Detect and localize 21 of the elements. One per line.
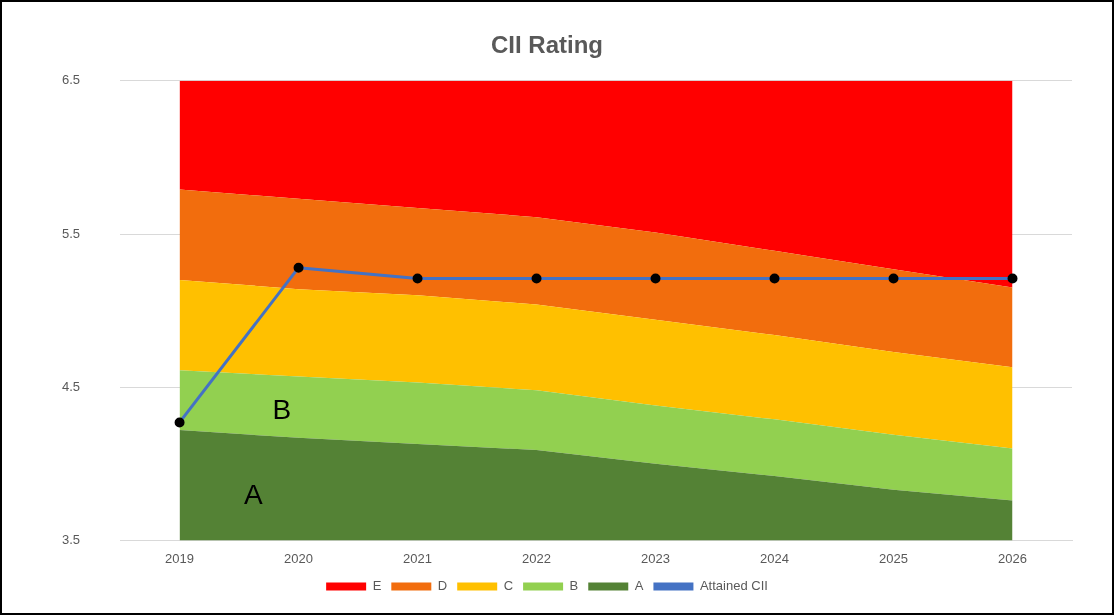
x-tick-label: 2024	[760, 550, 789, 566]
legend-label: C	[503, 578, 514, 594]
legend-label: D	[437, 578, 448, 594]
legend-label: E	[372, 578, 382, 594]
legend-label: Attained CII	[699, 578, 768, 594]
chart-title: CII Rating	[491, 31, 603, 59]
x-tick-label: 2021	[403, 550, 433, 566]
annotation: B	[272, 394, 292, 426]
y-tick-label: 6.5	[61, 72, 81, 88]
x-tick-label: 2023	[641, 550, 670, 566]
y-tick-label: 3.5	[61, 531, 81, 547]
legend-label: B	[569, 578, 579, 594]
x-tick-label: 2019	[165, 550, 195, 566]
x-tick-label: 2025	[879, 550, 908, 566]
y-tick-label: 4.5	[61, 378, 81, 394]
annotation: A	[244, 479, 263, 511]
x-tick-label: 2022	[522, 550, 551, 566]
x-tick-label: 2020	[284, 550, 314, 566]
y-tick-label: 5.5	[61, 225, 81, 241]
legend-label: A	[634, 578, 644, 594]
x-tick-label: 2026	[998, 550, 1027, 566]
